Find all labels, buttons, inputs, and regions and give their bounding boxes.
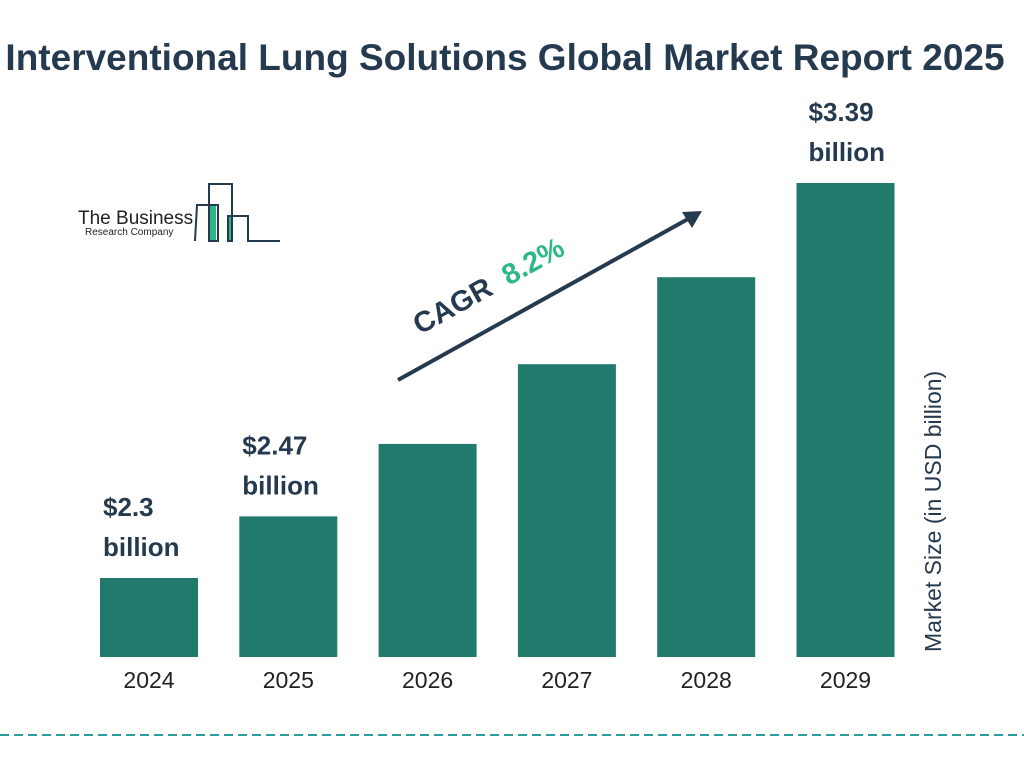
data-label: $3.39 billion [809,97,886,167]
data-label: $2.47 billion [242,430,319,500]
x-tick-label: 2024 [123,667,174,693]
bar-2027 [517,364,616,657]
cagr-arrow-head [682,211,702,228]
x-tick-label: 2026 [402,667,453,693]
svg-text:CAGR 8.2%: CAGR 8.2% [408,232,570,341]
x-tick-label: 2027 [541,667,592,693]
x-tick-label: 2029 [820,667,871,693]
cagr-arrow-line [397,217,689,382]
bar-2024 [100,578,198,657]
company-logo: The Business Research Company [78,183,280,242]
bar-2026 [378,443,477,657]
bar-2029 [796,183,895,657]
x-tick-label: 2028 [681,667,732,693]
x-tick-label: 2025 [263,667,314,693]
chart-title: Interventional Lung Solutions Global Mar… [5,37,1005,78]
data-label: $2.3 billion [103,492,180,562]
bar-2025 [239,516,338,657]
y-axis-label: Market Size (in USD billion) [920,371,946,652]
logo-text-line2: Research Company [85,227,173,238]
logo-text-line1: The Business [78,208,193,229]
cagr-value: 8.2% [497,232,571,292]
cagr-annotation: CAGR 8.2% [397,211,702,382]
bar-2028 [657,277,756,657]
